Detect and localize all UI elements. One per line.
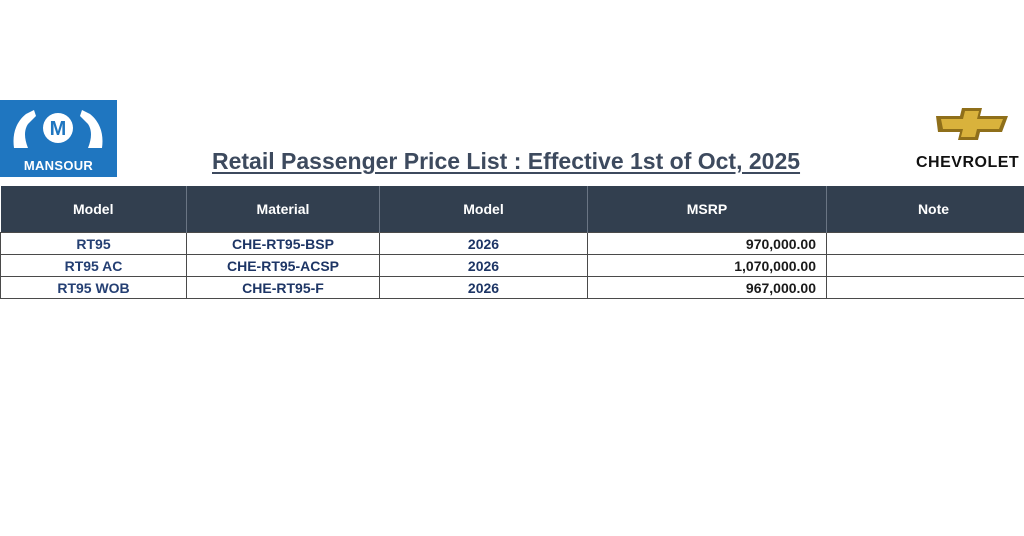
cell-year: 2026 <box>379 254 588 277</box>
cell-note <box>826 276 1024 299</box>
table-row: RT95 AC CHE-RT95-ACSP 2026 1,070,000.00 <box>0 254 1024 277</box>
cell-model: RT95 <box>0 232 187 255</box>
cell-material: CHE-RT95-F <box>186 276 380 299</box>
header-material: Material <box>186 186 380 233</box>
table-row: RT95 WOB CHE-RT95-F 2026 967,000.00 <box>0 276 1024 299</box>
header-msrp: MSRP <box>587 186 827 233</box>
cell-year: 2026 <box>379 276 588 299</box>
mansour-hands-icon: M <box>13 110 103 148</box>
cell-note <box>826 232 1024 255</box>
cell-msrp: 967,000.00 <box>587 276 827 299</box>
cell-model: RT95 WOB <box>0 276 187 299</box>
chevrolet-logo: CHEVROLET <box>914 106 1024 176</box>
cell-material: CHE-RT95-ACSP <box>186 254 380 277</box>
cell-year: 2026 <box>379 232 588 255</box>
header-model: Model <box>0 186 187 233</box>
cell-model: RT95 AC <box>0 254 187 277</box>
table-row: RT95 CHE-RT95-BSP 2026 970,000.00 <box>0 232 1024 255</box>
cell-material: CHE-RT95-BSP <box>186 232 380 255</box>
cell-msrp: 1,070,000.00 <box>587 254 827 277</box>
mansour-mark: M <box>50 118 67 140</box>
cell-msrp: 970,000.00 <box>587 232 827 255</box>
chevrolet-brand: CHEVROLET <box>916 154 1020 171</box>
page-title: Retail Passenger Price List : Effective … <box>212 148 801 174</box>
cell-note <box>826 254 1024 277</box>
mansour-brand: MANSOUR <box>23 158 94 173</box>
table-header-row: Model Material Model MSRP Note <box>0 186 1024 233</box>
mansour-logo: M MANSOUR <box>0 100 117 177</box>
price-table: Model Material Model MSRP Note RT95 CHE-… <box>0 186 1024 299</box>
chevrolet-bowtie-icon <box>936 108 1008 140</box>
header-model-year: Model <box>379 186 588 233</box>
header-note: Note <box>826 186 1024 233</box>
